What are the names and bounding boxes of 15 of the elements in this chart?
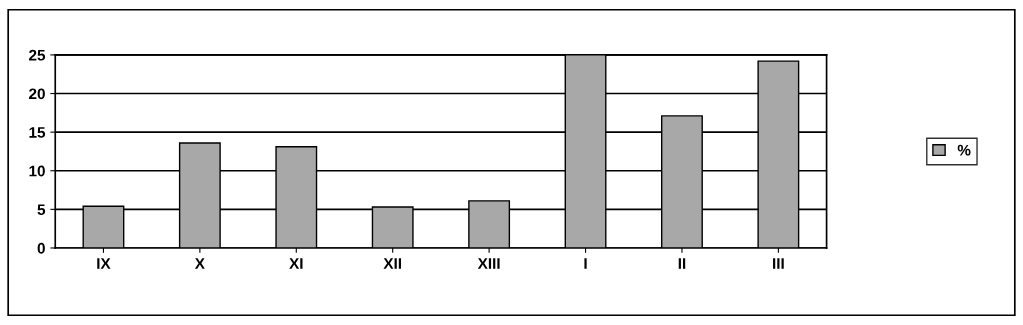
x-tick-label: III — [773, 258, 784, 269]
x-tick-label: XII — [383, 258, 402, 269]
y-tick-label: 0 — [37, 242, 45, 254]
y-tick-label: 25 — [29, 49, 46, 61]
y-tick-label: 10 — [29, 165, 45, 177]
x-tick-label: I — [584, 258, 587, 269]
legend-label: % — [957, 144, 971, 156]
x-tick-label: II — [678, 258, 686, 269]
x-tick-label: XIII — [477, 258, 500, 269]
x-tick-label: IX — [97, 258, 111, 269]
y-tick-label: 20 — [29, 88, 45, 100]
x-tick-label: X — [194, 258, 205, 269]
y-tick-label: 5 — [37, 204, 46, 216]
x-tick-label: XI — [289, 258, 303, 269]
y-tick-label: 15 — [29, 127, 46, 138]
